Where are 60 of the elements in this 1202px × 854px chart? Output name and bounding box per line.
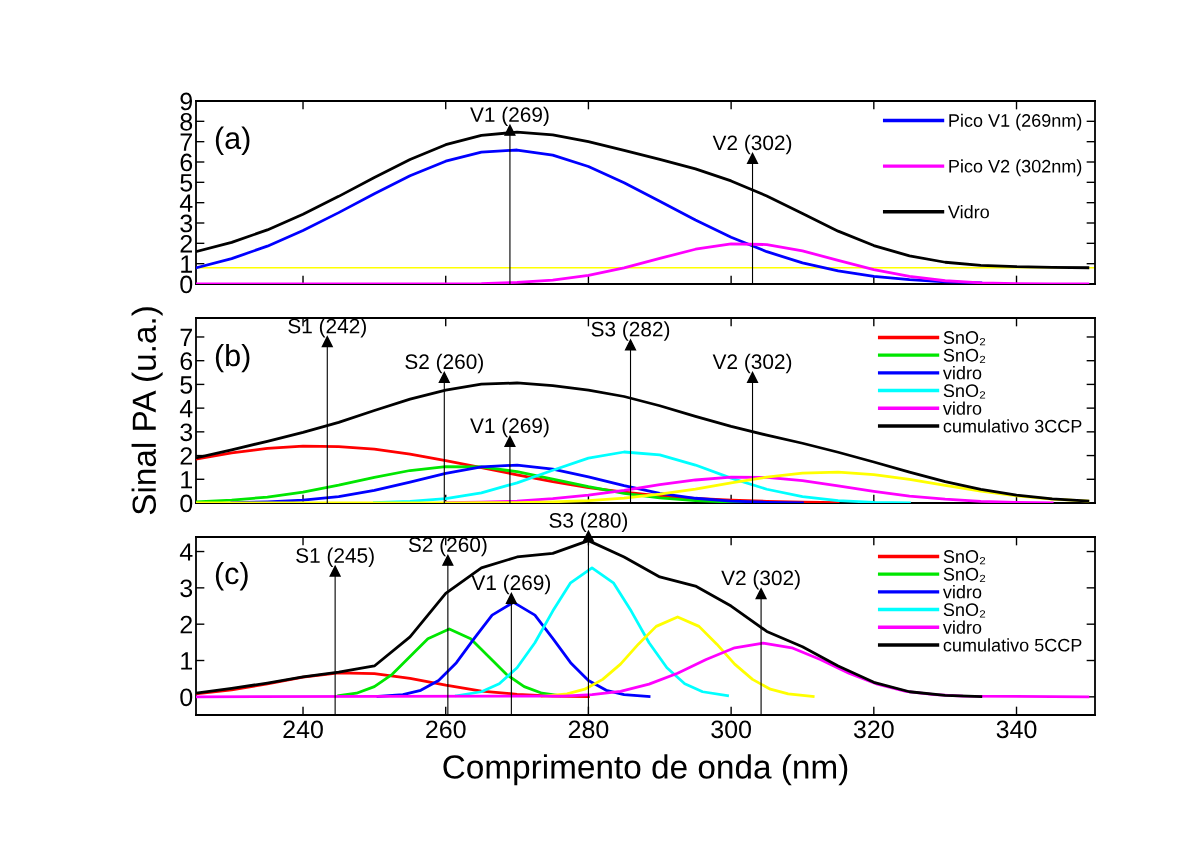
legend-label: vidro [942, 620, 982, 634]
ref-line-label: V1 (269) [470, 417, 549, 438]
y-tick-label: 8 [180, 112, 193, 131]
x-tick-label: 300 [711, 720, 751, 739]
x-tick-label: 340 [996, 720, 1037, 739]
ref-line-label: V1 (269) [470, 106, 549, 127]
ref-line-label: S1 (245) [296, 547, 374, 567]
y-tick-label: 5 [180, 174, 193, 192]
x-tick-label: 260 [426, 720, 466, 739]
y-tick-label: 3 [180, 579, 193, 598]
y-tick-label: 9 [180, 92, 193, 111]
ref-line-label: S2 (260) [405, 353, 483, 374]
y-tick-label: 3 [180, 423, 193, 442]
y-tick-label: 0 [180, 275, 193, 294]
legend-label: cumulativo 3CCP [943, 419, 1082, 433]
legend-label: Pico V2 (302nm) [949, 159, 1082, 177]
annotation: (c) [215, 561, 248, 591]
x-tick-label: 280 [568, 720, 609, 739]
ref-line-label: V2 (302) [721, 570, 800, 590]
x-tick-label: 320 [853, 720, 894, 739]
y-tick-label: 7 [180, 328, 192, 347]
y-tick-label: 5 [180, 376, 193, 394]
y-tick-label: 0 [180, 494, 193, 513]
y-tick-label: 2 [180, 447, 192, 465]
legend-label: SnO₂ [943, 384, 986, 399]
legend-label: vidro [942, 366, 982, 380]
y-tick-label: 4 [179, 194, 193, 212]
y-tick-label: 1 [181, 652, 192, 670]
ref-line-label: V2 (302) [712, 134, 792, 155]
legend-label: cumulativo 5CCP [943, 638, 1082, 652]
legend-label: SnO₂ [943, 331, 986, 346]
legend-label: vidro [942, 401, 982, 415]
annotation: (b) [215, 343, 250, 373]
ref-line-label: S1 (242) [288, 318, 366, 338]
y-tick-label: 7 [180, 133, 192, 151]
ref-line-label: S3 (282) [591, 321, 670, 341]
ref-line-label: V1 (269) [471, 574, 551, 595]
y-tick-label: 1 [181, 255, 192, 273]
y-tick-label: 4 [179, 543, 193, 561]
y-tick-label: 6 [180, 153, 193, 172]
legend-label: Vidro [947, 205, 989, 219]
legend-label: Pico V1 (269nm) [949, 113, 1082, 131]
legend-label: SnO₂ [943, 567, 986, 582]
ref-line-label: S3 (280) [549, 512, 628, 532]
y-tick-label: 0 [180, 688, 193, 707]
y-axis-title: Sinal PA (u.a.) [131, 307, 163, 515]
legend-label: SnO₂ [943, 550, 986, 565]
annotation: (a) [215, 126, 250, 156]
ref-line-label: V2 (302) [712, 353, 792, 374]
y-tick-label: 6 [180, 352, 193, 370]
y-tick-label: 3 [180, 214, 193, 233]
y-tick-label: 2 [180, 234, 192, 253]
legend-label: vidro [942, 585, 982, 599]
legend-label: SnO₂ [943, 348, 986, 363]
legend-label: SnO₂ [943, 603, 986, 618]
x-tick-label: 240 [283, 720, 323, 739]
x-axis-title: Comprimento de onda (nm) [443, 754, 848, 786]
y-tick-label: 2 [180, 615, 192, 634]
y-tick-label: 1 [181, 471, 192, 489]
y-tick-label: 4 [179, 399, 193, 418]
